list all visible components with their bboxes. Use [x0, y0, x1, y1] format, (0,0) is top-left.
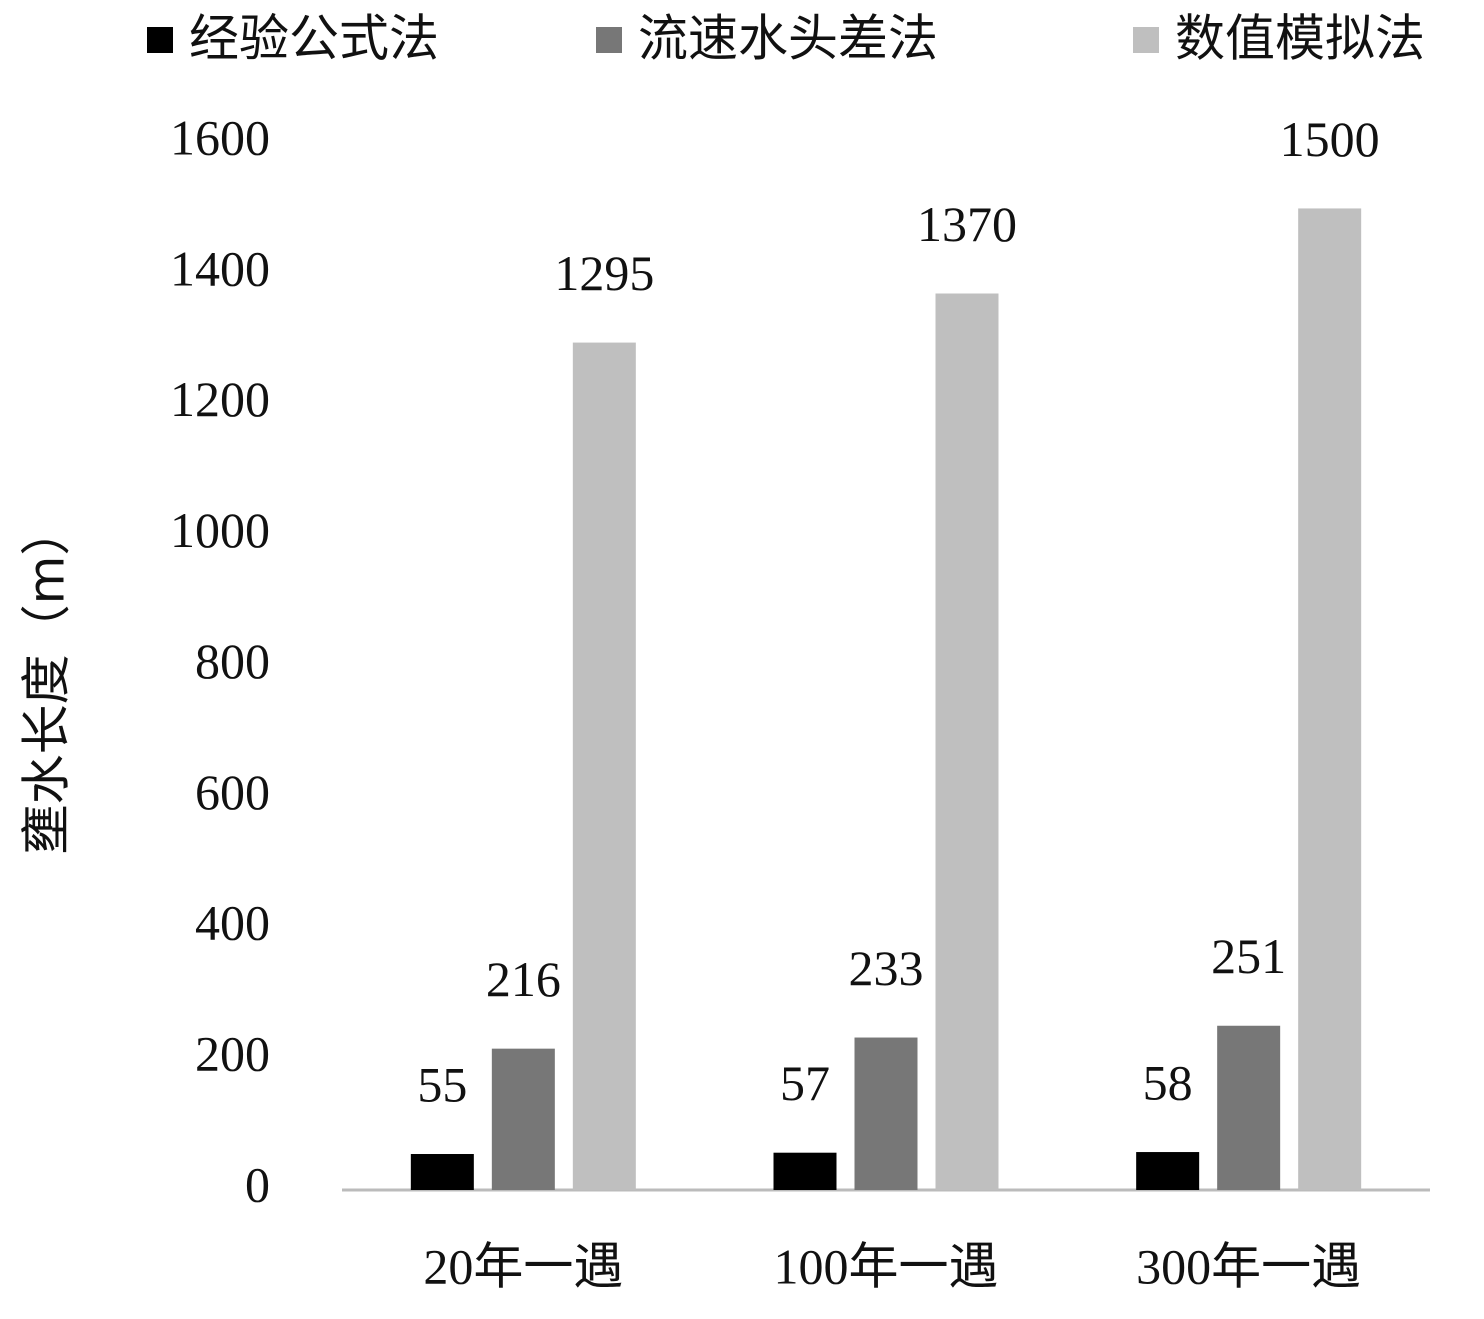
legend-label: 经验公式法	[189, 10, 439, 68]
value-label: 1500	[1280, 111, 1380, 167]
legend-label: 数值模拟法	[1175, 10, 1425, 68]
y-tick-label: 1000	[170, 502, 270, 558]
bar	[410, 1154, 474, 1190]
value-label: 57	[780, 1055, 830, 1111]
x-tick-label: 300年一遇	[1136, 1238, 1361, 1294]
legend-swatch	[147, 27, 173, 53]
value-label: 216	[486, 951, 561, 1007]
bar	[1217, 1025, 1281, 1190]
y-axis-label: 壅水长度（m）	[18, 506, 76, 855]
y-tick-label: 200	[195, 1026, 270, 1082]
value-label: 1370	[917, 196, 1017, 252]
y-tick-label: 600	[195, 764, 270, 820]
x-tick-label: 20年一遇	[423, 1238, 623, 1294]
legend-label: 流速水头差法	[638, 10, 938, 68]
value-label: 58	[1143, 1055, 1193, 1111]
y-tick-label: 1600	[170, 109, 270, 165]
bar	[935, 293, 999, 1191]
y-tick-label: 1400	[170, 240, 270, 296]
bar	[854, 1037, 918, 1190]
y-tick-label: 800	[195, 633, 270, 689]
bar	[773, 1152, 837, 1190]
value-label: 251	[1211, 928, 1286, 984]
y-tick-label: 0	[245, 1156, 270, 1212]
bar	[1136, 1152, 1200, 1190]
bar	[1298, 208, 1362, 1190]
value-label: 1295	[554, 245, 654, 301]
value-label: 55	[417, 1056, 467, 1112]
y-tick-label: 1200	[170, 371, 270, 427]
legend-swatch	[596, 27, 622, 53]
bar	[491, 1048, 555, 1190]
x-tick-label: 100年一遇	[774, 1238, 999, 1294]
value-label: 233	[849, 940, 924, 996]
bar	[572, 342, 636, 1191]
y-tick-label: 400	[195, 895, 270, 951]
legend-swatch	[1133, 27, 1159, 53]
